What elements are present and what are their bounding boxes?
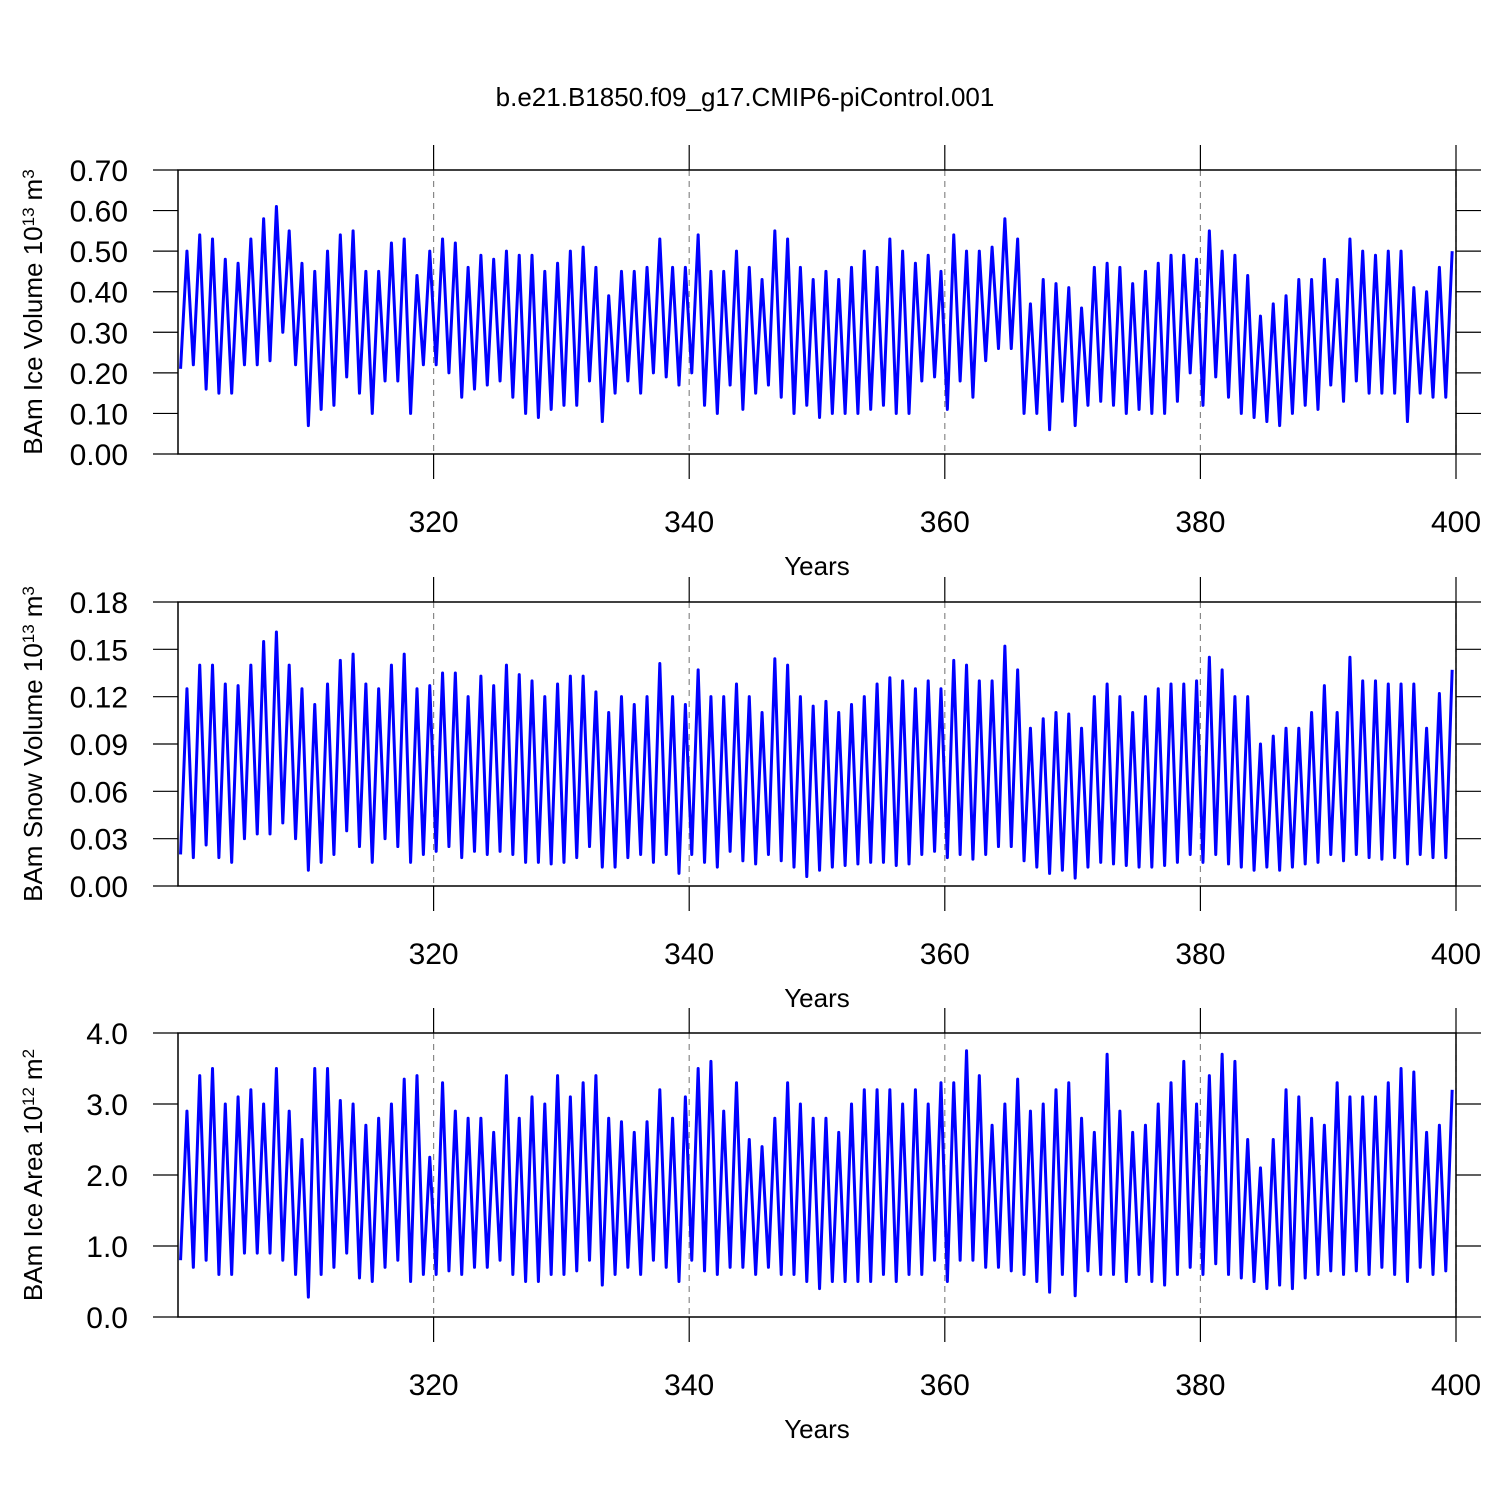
y-label-superscript: 13	[19, 207, 38, 226]
y-tick-label: 0.50	[70, 236, 128, 269]
y-tick-label: 1.0	[86, 1231, 128, 1264]
y-axis-label: BAm Snow Volume 1013 m3	[18, 586, 48, 902]
y-label-text: m	[18, 1058, 48, 1080]
y-tick-label: 0.06	[70, 776, 128, 809]
y-label-superscript: 12	[19, 1087, 38, 1106]
data-line	[179, 205, 1454, 432]
y-label-text: BAm Snow Volume 10	[18, 643, 48, 902]
y-tick-label: 0.03	[70, 824, 128, 857]
x-tick-label: 320	[409, 938, 459, 971]
y-label-text: BAm Ice Volume 10	[18, 226, 48, 454]
x-axis-label: Years	[784, 551, 850, 581]
x-tick-label: 340	[664, 506, 714, 539]
x-tick-label: 380	[1175, 506, 1225, 539]
y-tick-label: 0.00	[70, 439, 128, 472]
x-tick-label: 340	[664, 938, 714, 971]
y-tick-label: 0.30	[70, 317, 128, 350]
y-tick-label: 0.0	[86, 1302, 128, 1335]
y-label-superscript: 3	[19, 586, 38, 595]
x-tick-label: 400	[1431, 938, 1481, 971]
y-axis-label: BAm Ice Area 1012 m2	[18, 1049, 48, 1301]
y-tick-label: 0.60	[70, 196, 128, 229]
x-tick-label: 340	[664, 1369, 714, 1402]
y-tick-label: 0.10	[70, 398, 128, 431]
x-tick-label: 360	[920, 506, 970, 539]
data-line	[179, 1049, 1454, 1299]
y-label-superscript: 3	[19, 169, 38, 178]
x-tick-label: 320	[409, 1369, 459, 1402]
x-axis-label: Years	[784, 983, 850, 1013]
y-tick-label: 0.40	[70, 277, 128, 310]
y-tick-label: 0.18	[70, 587, 128, 620]
x-tick-label: 400	[1431, 506, 1481, 539]
y-tick-label: 0.70	[70, 155, 128, 188]
x-tick-label: 360	[920, 1369, 970, 1402]
y-tick-label: 0.00	[70, 871, 128, 904]
x-tick-label: 380	[1175, 938, 1225, 971]
x-tick-label: 400	[1431, 1369, 1481, 1402]
data-line	[179, 630, 1454, 880]
y-label-superscript: 2	[19, 1049, 38, 1058]
y-tick-label: 3.0	[86, 1089, 128, 1122]
plot-frame	[177, 601, 1457, 887]
y-tick-label: 0.15	[70, 634, 128, 667]
chart-title: b.e21.B1850.f09_g17.CMIP6-piControl.001	[496, 82, 995, 112]
y-tick-label: 4.0	[86, 1018, 128, 1051]
y-label-text: BAm Ice Area 10	[18, 1106, 48, 1301]
plot-frame	[177, 1032, 1457, 1318]
y-label-text: m	[18, 179, 48, 201]
y-tick-label: 0.12	[70, 682, 128, 715]
y-axis-label: BAm Ice Volume 1013 m3	[18, 169, 48, 454]
x-tick-label: 320	[409, 506, 459, 539]
y-tick-label: 0.09	[70, 729, 128, 762]
x-tick-label: 360	[920, 938, 970, 971]
x-axis-label: Years	[784, 1414, 850, 1444]
plot-frame	[177, 169, 1457, 455]
y-label-superscript: 13	[19, 624, 38, 643]
y-tick-label: 2.0	[86, 1160, 128, 1193]
y-tick-label: 0.20	[70, 358, 128, 391]
y-label-text: m	[18, 596, 48, 618]
x-tick-label: 380	[1175, 1369, 1225, 1402]
